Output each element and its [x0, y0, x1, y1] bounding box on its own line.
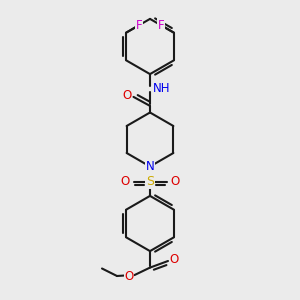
- Text: NH: NH: [152, 82, 170, 95]
- Text: O: O: [169, 253, 178, 266]
- Text: O: O: [124, 269, 134, 283]
- Text: S: S: [146, 175, 154, 188]
- Text: O: O: [122, 89, 131, 102]
- Text: F: F: [136, 19, 142, 32]
- Text: F: F: [158, 19, 164, 32]
- Text: N: N: [146, 160, 154, 173]
- Text: O: O: [171, 175, 180, 188]
- Text: O: O: [120, 175, 129, 188]
